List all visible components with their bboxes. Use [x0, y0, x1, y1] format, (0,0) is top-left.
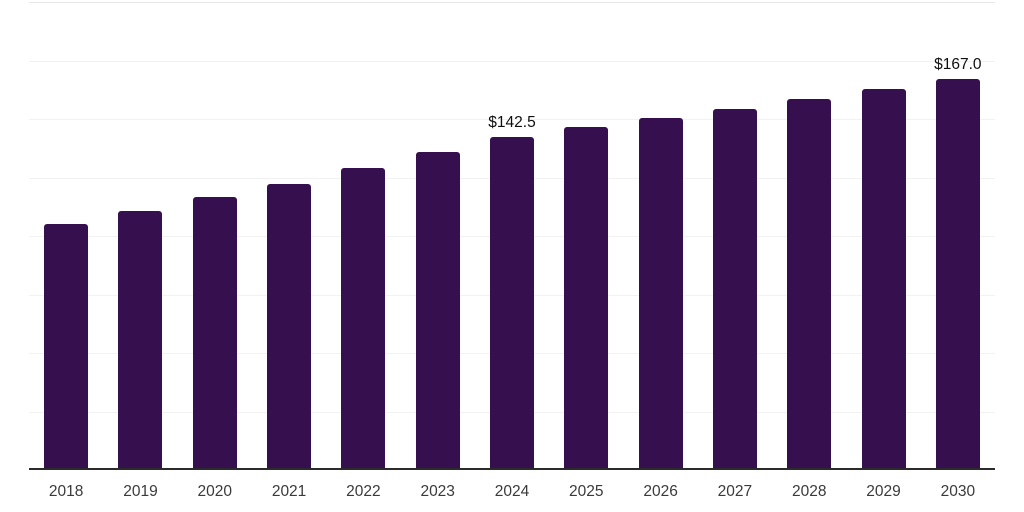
- x-tick-label-2028: 2028: [791, 483, 827, 500]
- bar-2018: [44, 224, 89, 468]
- data-label-2024: $142.5: [488, 113, 536, 131]
- x-tick-label-2021: 2021: [271, 483, 307, 500]
- x-tick-label-2024: 2024: [494, 483, 530, 500]
- gridline: [29, 2, 995, 3]
- x-tick-label-2030: 2030: [940, 483, 976, 500]
- bar-2025: [564, 127, 609, 468]
- x-tick-label-2026: 2026: [643, 483, 678, 500]
- plot-area: [29, 0, 995, 470]
- bar-2019: [118, 210, 163, 468]
- bar-2023: [415, 152, 460, 468]
- bar-2020: [192, 196, 237, 468]
- bar-2028: [787, 99, 832, 468]
- bar-2021: [267, 183, 312, 468]
- x-tick-label-2023: 2023: [420, 483, 455, 500]
- data-label-2030: $167.0: [934, 56, 982, 74]
- x-tick-label-2020: 2020: [197, 483, 233, 500]
- gridline: [29, 60, 995, 62]
- bar-2026: [638, 118, 683, 468]
- x-tick-label-2018: 2018: [48, 483, 84, 500]
- bar-2029: [861, 89, 906, 468]
- x-tick-label-2027: 2027: [717, 483, 753, 500]
- x-tick-label-2029: 2029: [866, 483, 901, 500]
- bar-2030: [935, 79, 980, 468]
- x-axis-line: [29, 468, 995, 470]
- x-tick-label-2019: 2019: [123, 483, 158, 500]
- bar-2022: [341, 168, 386, 468]
- x-tick-label-2022: 2022: [346, 483, 381, 500]
- bar-2024: [490, 136, 534, 468]
- bar-2027: [712, 108, 757, 468]
- x-tick-label-2025: 2025: [569, 483, 604, 500]
- gridline: [29, 119, 995, 120]
